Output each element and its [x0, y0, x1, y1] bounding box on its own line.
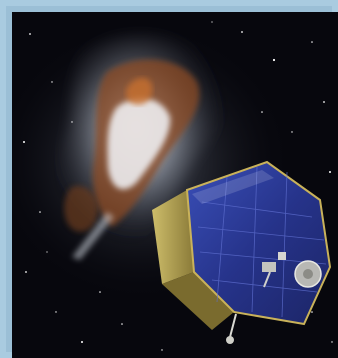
artwork-canvas — [12, 12, 338, 358]
solar-panel-face — [185, 160, 332, 326]
instrument-box — [262, 262, 276, 272]
spacecraft-side-panel — [152, 190, 194, 284]
spacecraft-bottom-panel — [162, 272, 234, 330]
star-field — [23, 21, 333, 351]
solar-cell-grid — [197, 166, 327, 318]
probe-tip — [226, 336, 234, 344]
comet-nebula — [57, 34, 232, 260]
illustration — [12, 12, 338, 358]
spacecraft — [152, 160, 332, 344]
